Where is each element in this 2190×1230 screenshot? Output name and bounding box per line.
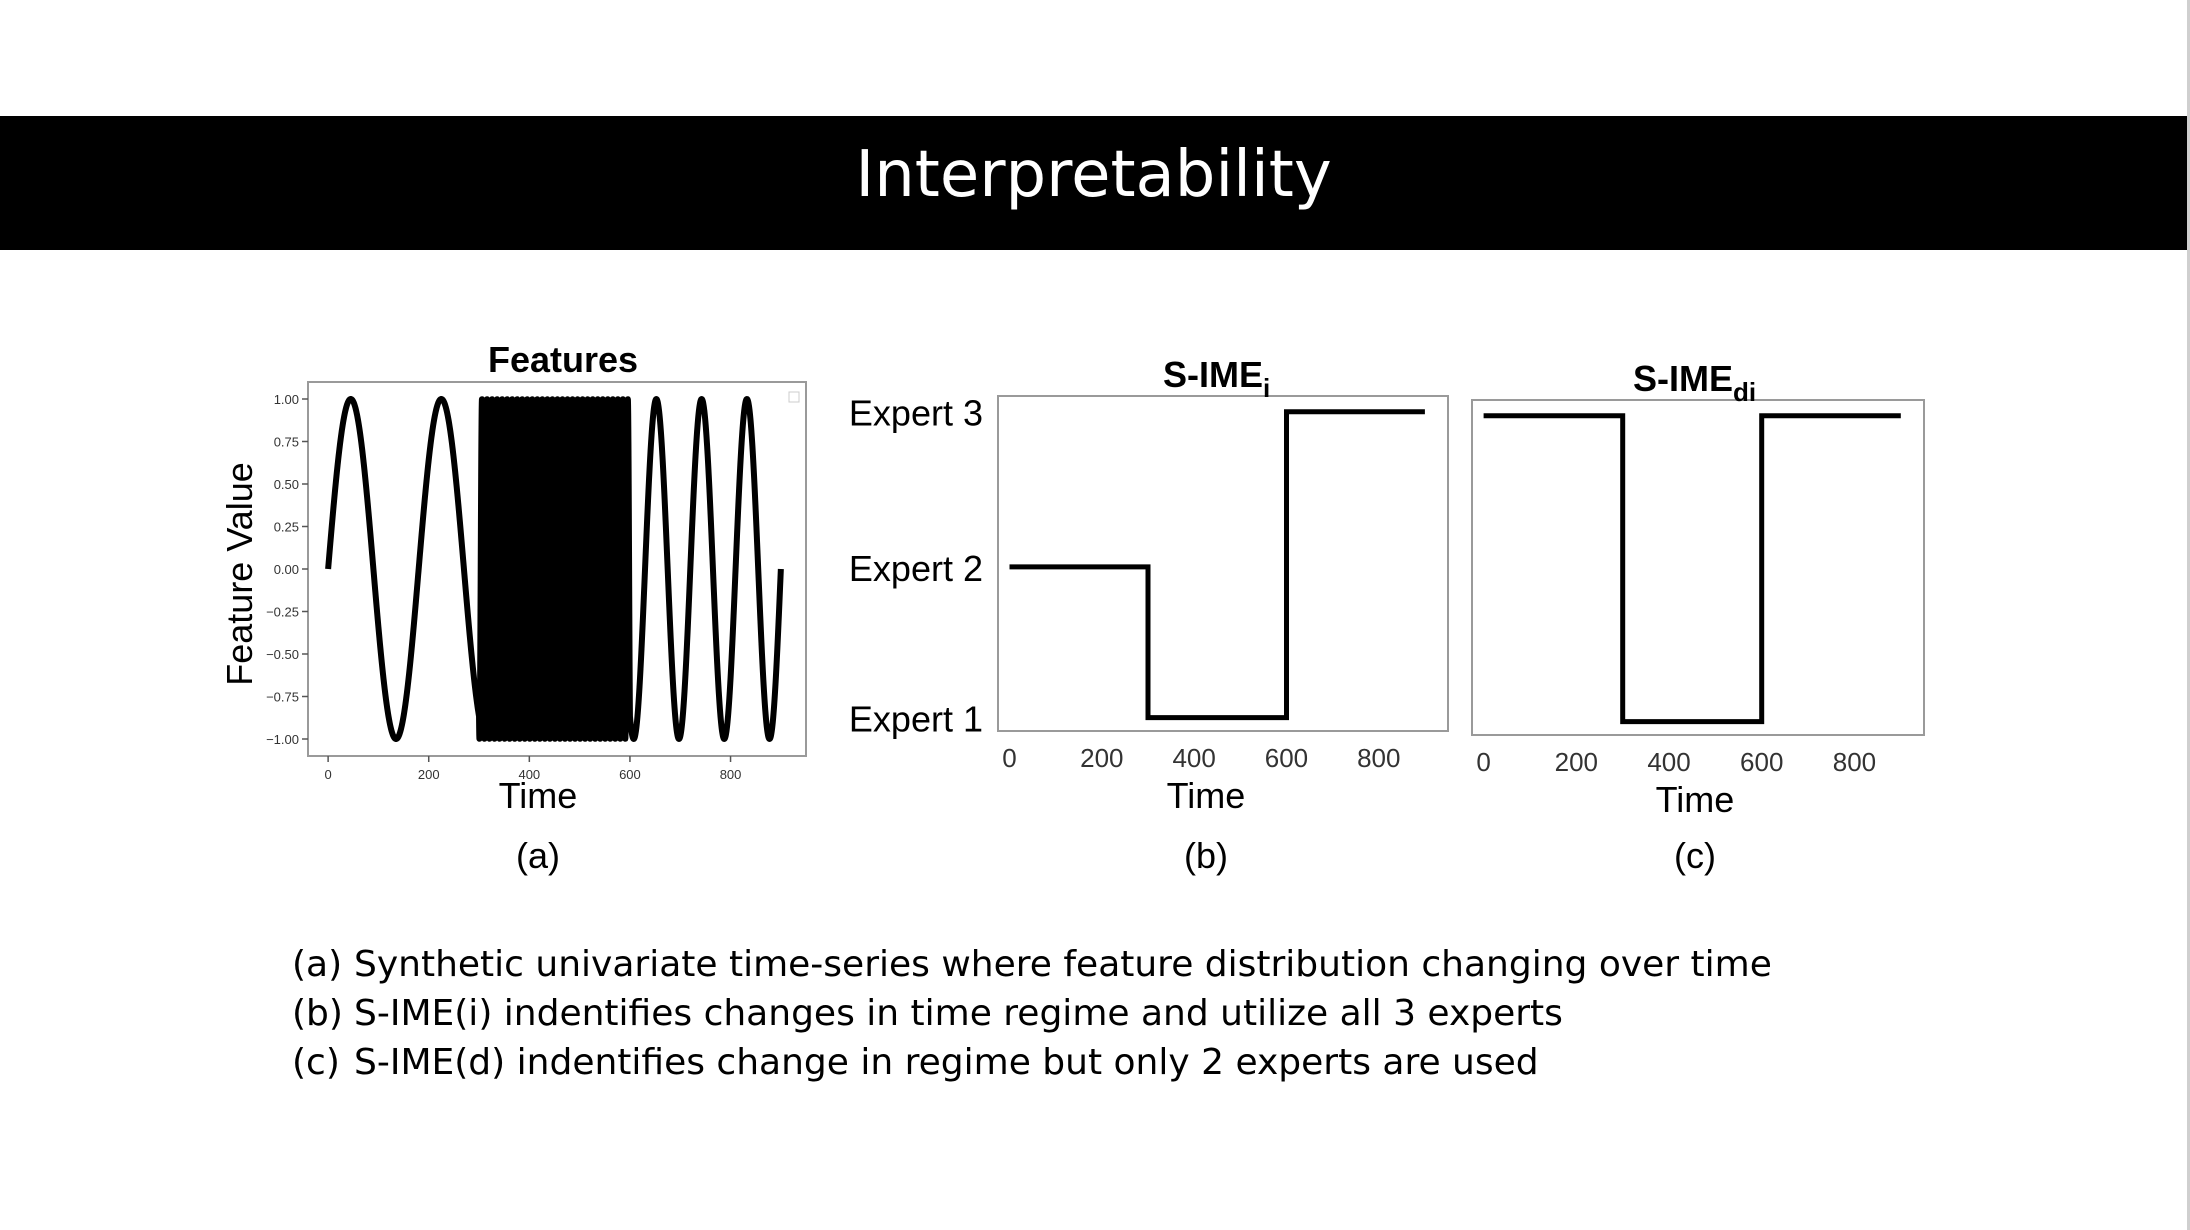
- caption-text: S-IME(i) indentifies changes in time reg…: [354, 993, 1563, 1034]
- caption-label: (b): [292, 993, 343, 1034]
- legend-box: [788, 391, 800, 403]
- y-tick-label: −0.25: [266, 605, 299, 620]
- y-category-label: Expert 3: [849, 393, 983, 434]
- caption-text: Synthetic univariate time-series where f…: [354, 944, 1772, 985]
- x-tick-label: 400: [1647, 747, 1690, 777]
- panel-a-xlabel: Time: [499, 775, 578, 816]
- caption-list: (a) Synthetic univariate time-series whe…: [292, 940, 1772, 1087]
- panel-b-caption-label: (b): [1184, 835, 1228, 876]
- caption-label: (c): [292, 1042, 340, 1083]
- expert-assignment-line: [1483, 413, 1901, 725]
- y-tick-label: 1.00: [274, 392, 299, 407]
- x-tick-label: 800: [1357, 743, 1400, 773]
- x-tick-label: 600: [619, 767, 641, 782]
- caption-text: S-IME(d) indentifies change in regime bu…: [354, 1042, 1539, 1083]
- y-category-label: Expert 1: [849, 699, 983, 740]
- y-tick-label: 0.50: [274, 477, 299, 492]
- x-tick-label: 200: [418, 767, 440, 782]
- slide-title: Interpretability: [855, 138, 1332, 212]
- panel-b-xlabel: Time: [1167, 775, 1246, 816]
- figure-panels: Features Time Feature Value (a) 0 200 400 6…: [219, 339, 1925, 876]
- plot-frame-c: [1471, 399, 1925, 736]
- panel-c: S-IMEdi Time (c) 0 200 400 600 800: [1471, 358, 1925, 876]
- panel-c-xlabel: Time: [1656, 779, 1735, 820]
- panel-a-title: Features: [488, 339, 638, 380]
- x-tick-label: 0: [1002, 743, 1016, 773]
- x-tick-label: 600: [1265, 743, 1308, 773]
- slide-right-border: [2187, 0, 2190, 1230]
- y-tick-label: 0.75: [274, 435, 299, 450]
- x-tick-label: 600: [1740, 747, 1783, 777]
- x-tick-label: 400: [518, 767, 540, 782]
- caption-label: (a): [292, 944, 343, 985]
- caption-item: (a) Synthetic univariate time-series whe…: [292, 940, 1772, 989]
- title-bar: Interpretability: [0, 116, 2187, 250]
- panel-a-caption-label: (a): [516, 835, 560, 876]
- x-tick-label: 0: [1476, 747, 1490, 777]
- x-tick-label: 800: [720, 767, 742, 782]
- y-tick-label: 0.00: [274, 562, 299, 577]
- panel-a: Features Time Feature Value (a) 0 200 400 6…: [219, 339, 807, 876]
- x-tick-label: 0: [325, 767, 332, 782]
- y-category-label: Expert 2: [849, 548, 983, 589]
- panel-c-caption-label: (c): [1674, 835, 1716, 876]
- y-tick-label: −0.75: [266, 690, 299, 705]
- y-tick-label: −0.50: [266, 647, 299, 662]
- x-tick-label: 200: [1555, 747, 1598, 777]
- panel-b: S-IMEi Time (b) 0 200 400 600 800 Expert 1 Exp…: [849, 354, 1449, 876]
- expert-assignment-line: [1009, 409, 1425, 721]
- x-tick-label: 800: [1833, 747, 1876, 777]
- caption-item: (b) S-IME(i) indentifies changes in time…: [292, 989, 1772, 1038]
- panel-a-ylabel: Feature Value: [219, 462, 260, 685]
- x-tick-label: 200: [1080, 743, 1123, 773]
- x-tick-label: 400: [1172, 743, 1215, 773]
- feature-series-line: [325, 396, 784, 742]
- panel-b-title: S-IMEi: [1163, 354, 1270, 403]
- y-tick-label: 0.25: [274, 520, 299, 535]
- caption-item: (c) S-IME(d) indentifies change in regim…: [292, 1038, 1772, 1087]
- y-tick-label: −1.00: [266, 732, 299, 747]
- plot-frame-b: [997, 395, 1449, 732]
- panel-c-title: S-IMEdi: [1633, 358, 1756, 407]
